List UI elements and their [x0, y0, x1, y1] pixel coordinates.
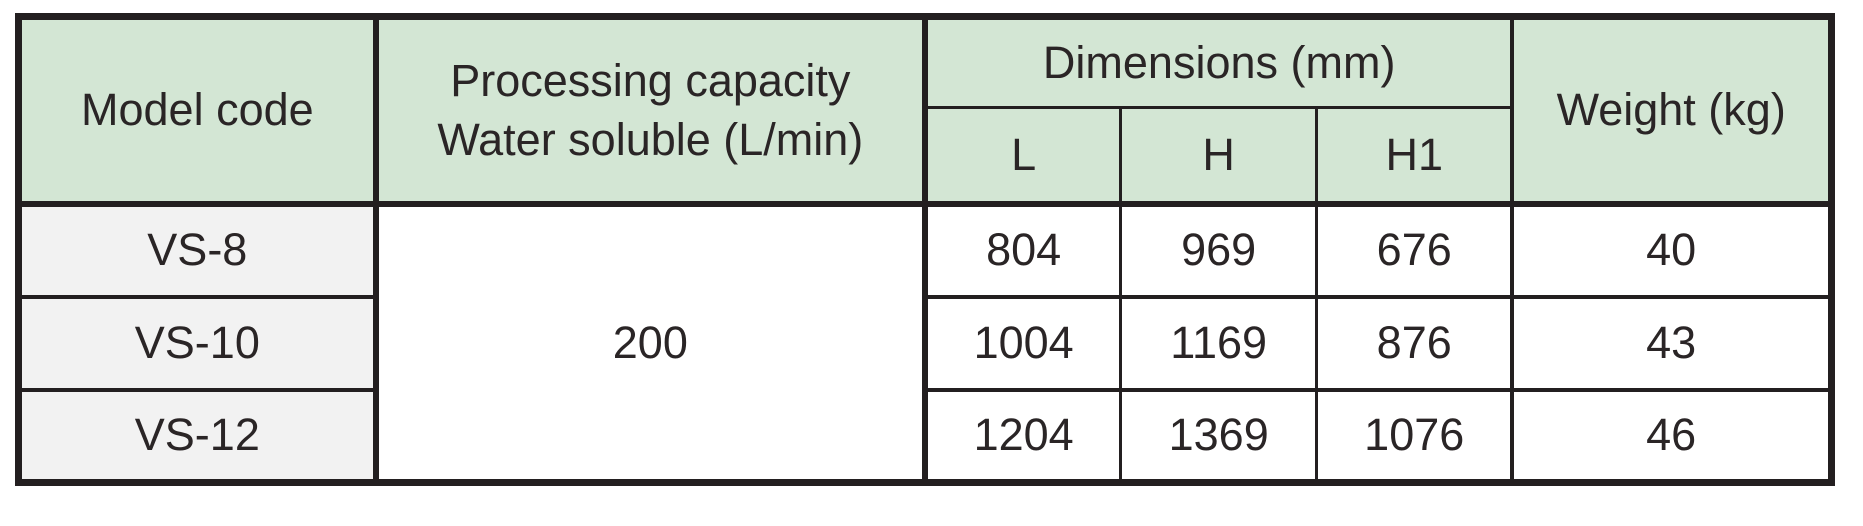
table-row: VS-8 200 804 969 676 40: [16, 201, 1834, 485]
cell-l-vs8: 804: [921, 201, 1123, 299]
cell-model-vs12: VS-12: [16, 387, 379, 485]
cell-l-vs12: 1204: [921, 387, 1123, 485]
header-dimensions-group: Dimensions (mm): [923, 15, 1514, 109]
cell-h1-vs12: 1076: [1315, 387, 1514, 485]
cell-l-vs10: 1004: [921, 294, 1123, 392]
table-row: VS-12 1204 1369 1076 46: [16, 387, 1834, 485]
cell-weight-vs10: 43: [1510, 294, 1834, 392]
cell-model-vs10: VS-10: [16, 294, 379, 392]
cell-model-vs8: VS-8: [16, 201, 379, 299]
cell-capacity-merged: 200: [372, 201, 928, 485]
header-dim-l: L: [921, 106, 1123, 207]
header-processing-capacity-line1: Processing capacity: [450, 54, 851, 106]
header-dim-h1: H1: [1315, 106, 1514, 207]
header-dim-h: H: [1119, 106, 1319, 207]
header-processing-capacity-line2: Water soluble (L/min): [437, 114, 864, 166]
cell-h-vs10: 1169: [1119, 294, 1319, 392]
spec-table: Model code Processing capacity Water sol…: [15, 13, 1835, 486]
cell-h1-vs10: 876: [1315, 294, 1514, 392]
cell-weight-vs8: 40: [1510, 201, 1834, 299]
cell-weight-vs12: 46: [1510, 387, 1834, 485]
cell-h-vs12: 1369: [1119, 387, 1319, 485]
cell-h-vs8: 969: [1119, 201, 1319, 299]
header-processing-capacity: Processing capacity Water soluble (L/min…: [374, 15, 928, 207]
table-row: VS-10 1004 1169 876 43: [16, 294, 1834, 392]
cell-h1-vs8: 676: [1315, 201, 1514, 299]
header-weight: Weight (kg): [1510, 15, 1834, 207]
header-model-code: Model code: [16, 15, 379, 207]
